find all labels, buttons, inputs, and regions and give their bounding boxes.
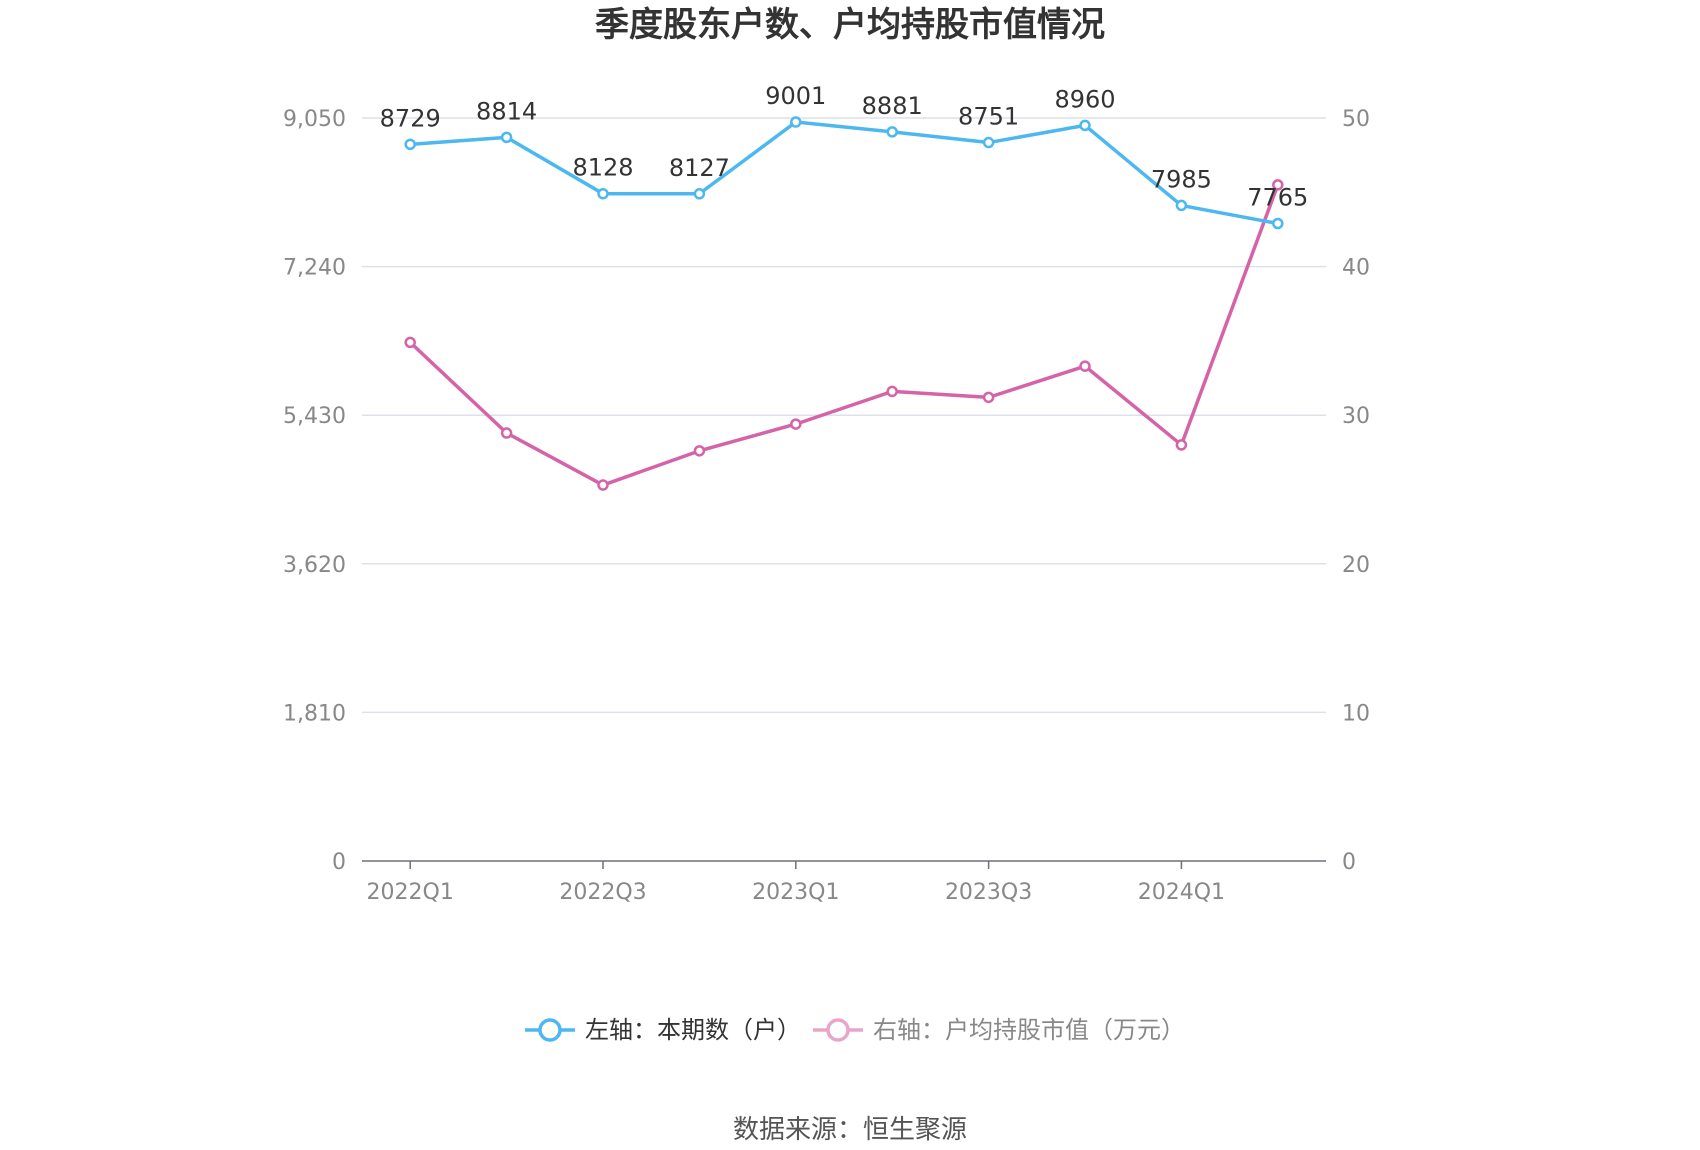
avg-holding-value-point[interactable] [886, 385, 898, 398]
right-axis-tick-label: 50 [1342, 107, 1370, 132]
holders-count-data-label: 8751 [958, 103, 1019, 131]
left-axis-tick-label: 0 [332, 850, 346, 875]
left-axis-tick-label: 7,240 [283, 256, 346, 281]
source-note: 数据来源：恒生聚源 [733, 1115, 967, 1145]
avg-holding-value-point[interactable] [1272, 179, 1284, 191]
x-axis-tick-label: 2022Q1 [367, 880, 454, 905]
left-axis-tick-label: 9,050 [283, 107, 346, 132]
x-axis-tick-label: 2022Q3 [559, 880, 646, 905]
holders-count-data-label: 7985 [1151, 165, 1212, 193]
holders-count-point[interactable] [1272, 217, 1284, 230]
right-axis-tick-label: 20 [1342, 553, 1370, 578]
holders-count-point[interactable] [500, 131, 513, 144]
legend-item-avg-holding-value[interactable]: 右轴：户均持股市值（万元） [813, 1016, 1185, 1044]
avg-holding-value-point[interactable] [597, 479, 609, 491]
holders-count-point[interactable] [404, 138, 416, 151]
x-axis-tick-label: 2024Q1 [1138, 880, 1225, 905]
legend-label: 左轴：本期数（户） [585, 1016, 801, 1044]
holders-count-point[interactable] [693, 188, 706, 200]
avg-holding-value-point[interactable] [1079, 360, 1091, 372]
x-axis-tick-label: 2023Q3 [945, 880, 1032, 905]
left-axis-tick-label: 5,430 [283, 404, 346, 429]
avg-holding-value-point[interactable] [500, 427, 513, 439]
holders-count-data-label: 8127 [669, 154, 730, 182]
right-axis-tick-label: 40 [1342, 256, 1370, 281]
holders-count-data-label: 8881 [862, 92, 923, 120]
holders-count-point[interactable] [1079, 119, 1091, 132]
axes: 0 1,810 3,620 5,430 7,240 9,050 0 10 20 30 40 50 202… [283, 107, 1370, 905]
holders-count-data-label: 8729 [380, 104, 441, 132]
right-axis-tick-label: 0 [1342, 850, 1356, 875]
data-labels: 8729 8814 8128 8127 9001 8881 8751 8960 7985 7765 [380, 82, 1309, 211]
legend-label: 右轴：户均持股市值（万元） [873, 1016, 1185, 1044]
left-axis-tick-label: 3,620 [283, 553, 346, 578]
right-axis-tick-label: 30 [1342, 404, 1370, 429]
holders-count-point[interactable] [597, 187, 609, 200]
series [404, 116, 1284, 491]
avg-holding-value-point[interactable] [404, 336, 416, 349]
right-axis-tick-label: 10 [1342, 701, 1370, 726]
chart-title: 季度股东户数、户均持股市值情况 [595, 5, 1105, 45]
x-axis-tick-label: 2023Q1 [752, 880, 839, 905]
holders-count-data-label: 9001 [765, 82, 826, 110]
avg-holding-value-point[interactable] [982, 391, 995, 404]
holders-count-point[interactable] [886, 126, 898, 138]
holders-count-point[interactable] [790, 116, 802, 128]
holders-count-data-label: 8960 [1054, 85, 1115, 113]
holders-count-point[interactable] [1175, 199, 1188, 212]
avg-holding-value-point[interactable] [693, 445, 706, 457]
legend-item-holders-count[interactable]: 左轴：本期数（户） [525, 1016, 801, 1044]
avg-holding-value-line [409, 184, 1280, 487]
holders-count-data-label: 7765 [1247, 183, 1308, 211]
legend-circle-icon [826, 1018, 850, 1042]
avg-holding-value-point[interactable] [1175, 439, 1188, 451]
left-axis-tick-label: 1,810 [283, 701, 346, 726]
legend[interactable]: 左轴：本期数（户） 右轴：户均持股市值（万元） [525, 1016, 1185, 1044]
holders-count-data-label: 8128 [572, 154, 633, 182]
holders-count-point[interactable] [982, 136, 995, 149]
holders-count-line [410, 120, 1279, 226]
holders-count-data-label: 8814 [476, 97, 537, 125]
avg-holding-value-point[interactable] [790, 418, 802, 430]
grid [362, 117, 1326, 714]
legend-circle-icon [538, 1018, 562, 1042]
